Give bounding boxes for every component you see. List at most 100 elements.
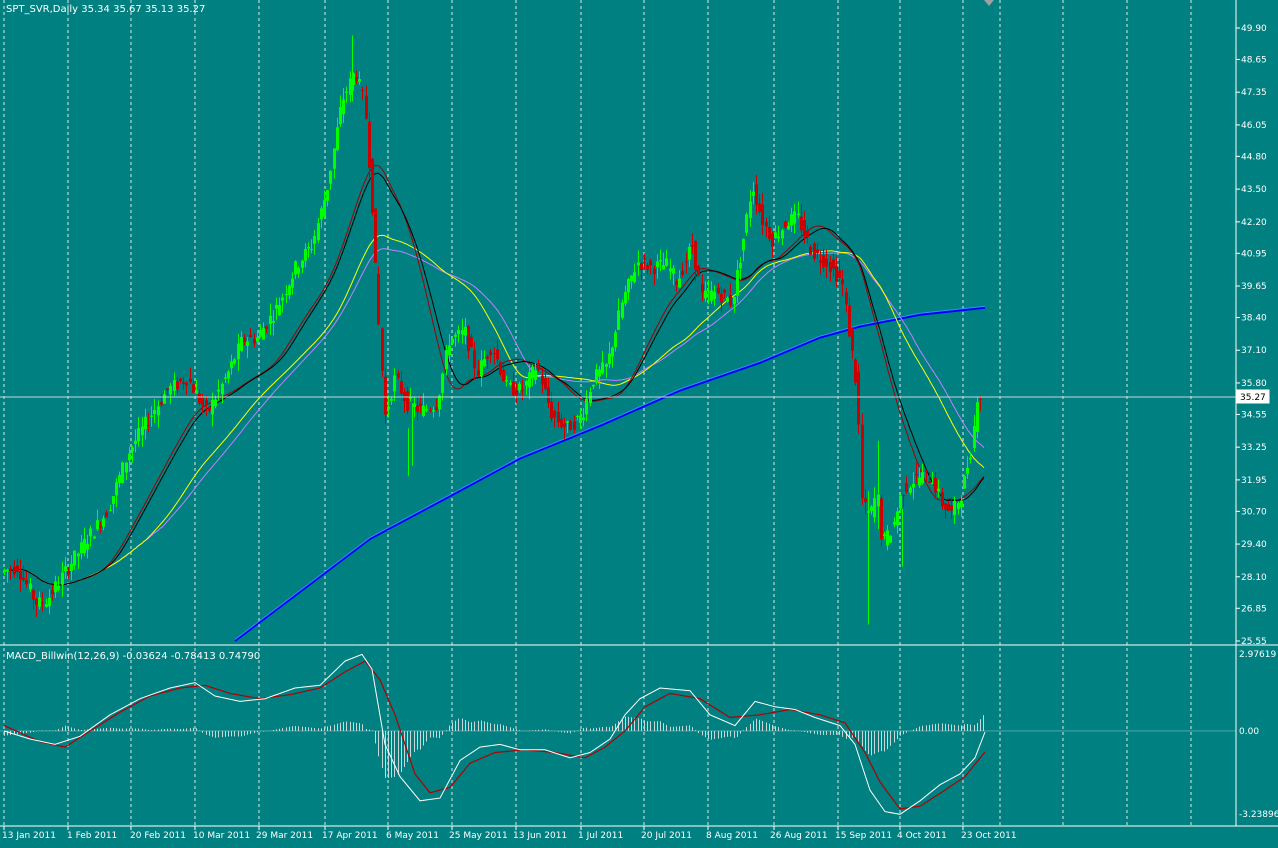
candle-body [537, 363, 540, 370]
candle-body [838, 270, 841, 279]
macd-tick-label: -3.23896 [1239, 810, 1278, 820]
candlesticks [3, 35, 982, 625]
candle-body [445, 350, 448, 370]
price-tick-label: 40.95 [1241, 249, 1267, 259]
candle-body [269, 315, 272, 325]
candle-body [70, 563, 73, 571]
candle-body [77, 553, 80, 557]
candle-body [230, 361, 233, 369]
candle-body [160, 402, 163, 405]
candle-body [35, 598, 38, 606]
candle-body [870, 506, 873, 511]
candle-body [966, 467, 969, 475]
candle-body [528, 372, 531, 388]
date-tick-label: 1 Jul 2011 [578, 831, 623, 841]
candle-body [669, 268, 672, 272]
date-tick-label: 17 Apr 2011 [322, 831, 378, 841]
candle-body [505, 380, 508, 382]
candle-body [576, 416, 579, 418]
candle-body [973, 426, 976, 448]
price-tick-label: 28.10 [1241, 573, 1267, 583]
date-tick-label: 10 Mar 2011 [193, 831, 250, 841]
candle-body [835, 266, 838, 282]
candle-body [941, 492, 944, 507]
chart-shift-marker-icon[interactable] [984, 0, 994, 6]
candle-body [566, 421, 569, 423]
candle-body [723, 289, 726, 293]
candle-body [563, 423, 566, 428]
candle-body [313, 235, 316, 244]
candle-body [953, 501, 956, 516]
macd-title: MACD_Billwin(12,26,9) -0.03624 -0.78413 … [6, 651, 260, 662]
candle-body [105, 512, 108, 518]
candle-body [659, 259, 662, 262]
candle-body [592, 384, 595, 387]
candle-body [768, 226, 771, 239]
candle-body [573, 421, 576, 430]
candle-body [733, 296, 736, 305]
candle-body [297, 267, 300, 274]
date-tick-label: 6 May 2011 [386, 831, 439, 841]
candle-body [99, 525, 102, 528]
candle-body [829, 262, 832, 272]
candle-body [128, 453, 131, 461]
candle-body [409, 397, 412, 399]
candle-body [893, 521, 896, 525]
candle-body [880, 498, 883, 540]
price-tick-label: 29.40 [1241, 540, 1267, 550]
candle-body [921, 472, 924, 484]
candle-body [678, 278, 681, 288]
candle-body [806, 231, 809, 238]
candle-body [413, 403, 416, 408]
date-tick-label: 15 Sep 2011 [835, 831, 892, 841]
candle-body [976, 402, 979, 433]
candle-body [963, 476, 966, 489]
candle-body [224, 377, 227, 379]
candle-body [473, 350, 476, 369]
candle-body [419, 403, 422, 407]
candle-body [185, 382, 188, 386]
candle-body [51, 590, 54, 595]
candle-body [793, 211, 796, 224]
candle-body [288, 285, 291, 296]
candle-body [899, 495, 902, 509]
candle-body [208, 406, 211, 411]
candle-body [169, 385, 172, 395]
candle-body [496, 349, 499, 360]
candle-body [281, 297, 284, 301]
candle-body [19, 571, 22, 580]
candle-body [889, 535, 892, 543]
candle-body [509, 382, 512, 385]
candle-body [387, 406, 390, 410]
candle-body [285, 293, 288, 295]
candle-body [675, 281, 678, 286]
candle-body [265, 326, 268, 330]
candle-body [605, 363, 608, 367]
candle-body [57, 585, 60, 590]
candle-body [832, 259, 835, 269]
candle-body [656, 261, 659, 268]
candle-body [608, 353, 611, 365]
current-price-tag [1236, 389, 1270, 404]
candle-body [745, 214, 748, 233]
candle-body [547, 387, 550, 403]
candle-body [121, 462, 124, 483]
candle-body [461, 330, 464, 335]
candle-body [579, 415, 582, 423]
candle-body [851, 327, 854, 351]
candle-body [585, 398, 588, 415]
price-tick-label: 38.40 [1241, 314, 1267, 324]
candle-body [979, 398, 982, 400]
candle-body [381, 328, 384, 371]
candle-body [531, 366, 534, 377]
candle-body [38, 597, 41, 607]
candle-body [198, 393, 201, 404]
candle-body [275, 304, 278, 309]
candle-body [6, 569, 9, 572]
candle-body [73, 550, 76, 566]
candle-body [358, 79, 361, 82]
candle-body [861, 424, 864, 499]
